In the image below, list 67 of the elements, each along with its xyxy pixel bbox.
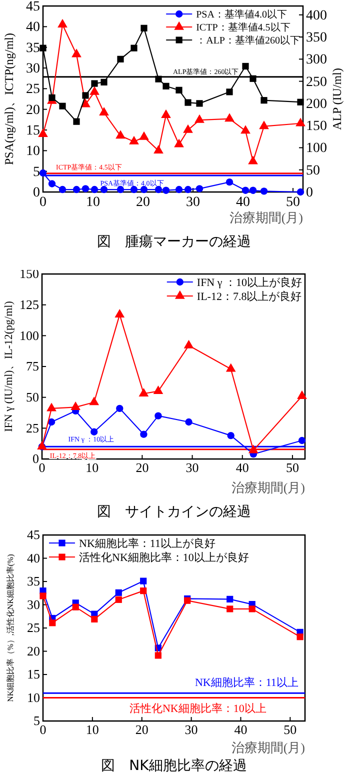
ref-line-label: NK細胞比率：11以上 <box>194 676 298 690</box>
y-tick-label: 10 <box>26 144 40 160</box>
legend-label: PSA：基準値4.0以下 <box>196 8 287 20</box>
y-tick-label: 45 <box>26 0 40 14</box>
y-tick-label: 15 <box>26 123 40 138</box>
x-tick-label: 30 <box>184 722 198 738</box>
x-tick-label: 20 <box>136 194 150 210</box>
text: 図 腫瘍マーカーの経過 <box>97 234 251 250</box>
y-tick-label: 20 <box>26 102 40 118</box>
y2-tick-label: 150 <box>306 119 327 134</box>
y-tick-label: 0 <box>33 185 40 200</box>
y-axis-title: NK細胞比率（%）,活性化NK細胞比率(%) <box>6 554 15 702</box>
legend-label: 活性化NK細胞比率：10以上が良好 <box>79 550 249 564</box>
y2-tick-label: 100 <box>306 141 327 156</box>
y-axis-title: IFN γ (IU/ml)、IL-12(pg/ml) <box>3 300 15 432</box>
x-tick-label: 50 <box>286 194 300 210</box>
y-tick-label: 45 <box>27 527 40 542</box>
y-tick-label: 25 <box>27 620 40 636</box>
y-tick-label: 75 <box>26 358 39 374</box>
y2-axis-title: ALP (IU/ml) <box>330 68 344 130</box>
y-tick-label: 5 <box>33 164 40 180</box>
x-tick-label: 10 <box>86 460 99 476</box>
legend-label: IL-12：7.8以上が良好 <box>196 290 302 303</box>
y-tick-label: 20 <box>27 643 40 658</box>
x-tick-label: 40 <box>236 194 250 210</box>
legend-label: ICTP：基準値4.5以下 <box>196 22 290 34</box>
legend-label: NK細胞比率：11以上が良好 <box>79 536 216 550</box>
x-tick-label: 50 <box>286 460 299 476</box>
x-tick-label: 50 <box>284 722 297 738</box>
y-tick-label: 50 <box>26 389 39 404</box>
y-tick-label: 5 <box>34 713 40 728</box>
x-tick-label: 10 <box>86 722 99 738</box>
y2-tick-label: 50 <box>306 163 320 178</box>
x-tick-label: 40 <box>236 460 249 476</box>
text: 図 NK細胞比率の経過 <box>101 758 247 774</box>
x-tick-label: 20 <box>136 460 149 476</box>
y2-tick-label: 300 <box>306 52 327 68</box>
text: 図 サイトカインの経過 <box>97 504 251 520</box>
y-tick-label: 40 <box>26 20 40 36</box>
x-tick-label: 30 <box>186 194 200 210</box>
y2-tick-label: 200 <box>306 96 327 112</box>
y-tick-label: 15 <box>27 666 40 682</box>
y2-tick-label: 250 <box>306 74 327 90</box>
x-tick-label: 30 <box>186 460 199 476</box>
x-tick-label: 10 <box>86 194 100 210</box>
legend-label: IFN γ ：10以上が良好 <box>196 276 302 289</box>
x-axis-title: 治療期間(月) <box>231 480 305 495</box>
y-tick-label: 30 <box>27 596 40 612</box>
y-tick-label: 35 <box>26 40 40 56</box>
x-axis-title: 治療期間(月) <box>229 210 303 225</box>
x-tick-label: 20 <box>135 722 148 738</box>
legend-label: ：ALP：基準値260以下 <box>196 34 300 46</box>
y-tick-label: 25 <box>26 82 40 98</box>
y-tick-label: 40 <box>27 550 40 566</box>
y2-tick-label: 0 <box>306 185 313 200</box>
y-tick-label: 100 <box>20 328 39 343</box>
y-tick-label: 30 <box>26 61 40 76</box>
y2-tick-label: 400 <box>306 8 327 24</box>
y-axis-title: PSA(ng/ml)、ICTP(ng/ml) <box>2 32 16 166</box>
y-tick-label: 25 <box>26 420 39 436</box>
ref-line-label: 活性化NK細胞比率：10以上 <box>129 702 266 715</box>
x-axis-title: 治療期間(月) <box>231 740 305 755</box>
y-tick-label: 125 <box>20 296 39 312</box>
x-tick-label: 40 <box>234 722 248 738</box>
y-tick-label: 10 <box>27 690 40 705</box>
y2-tick-label: 350 <box>306 30 327 46</box>
y-tick-label: 35 <box>27 574 40 589</box>
